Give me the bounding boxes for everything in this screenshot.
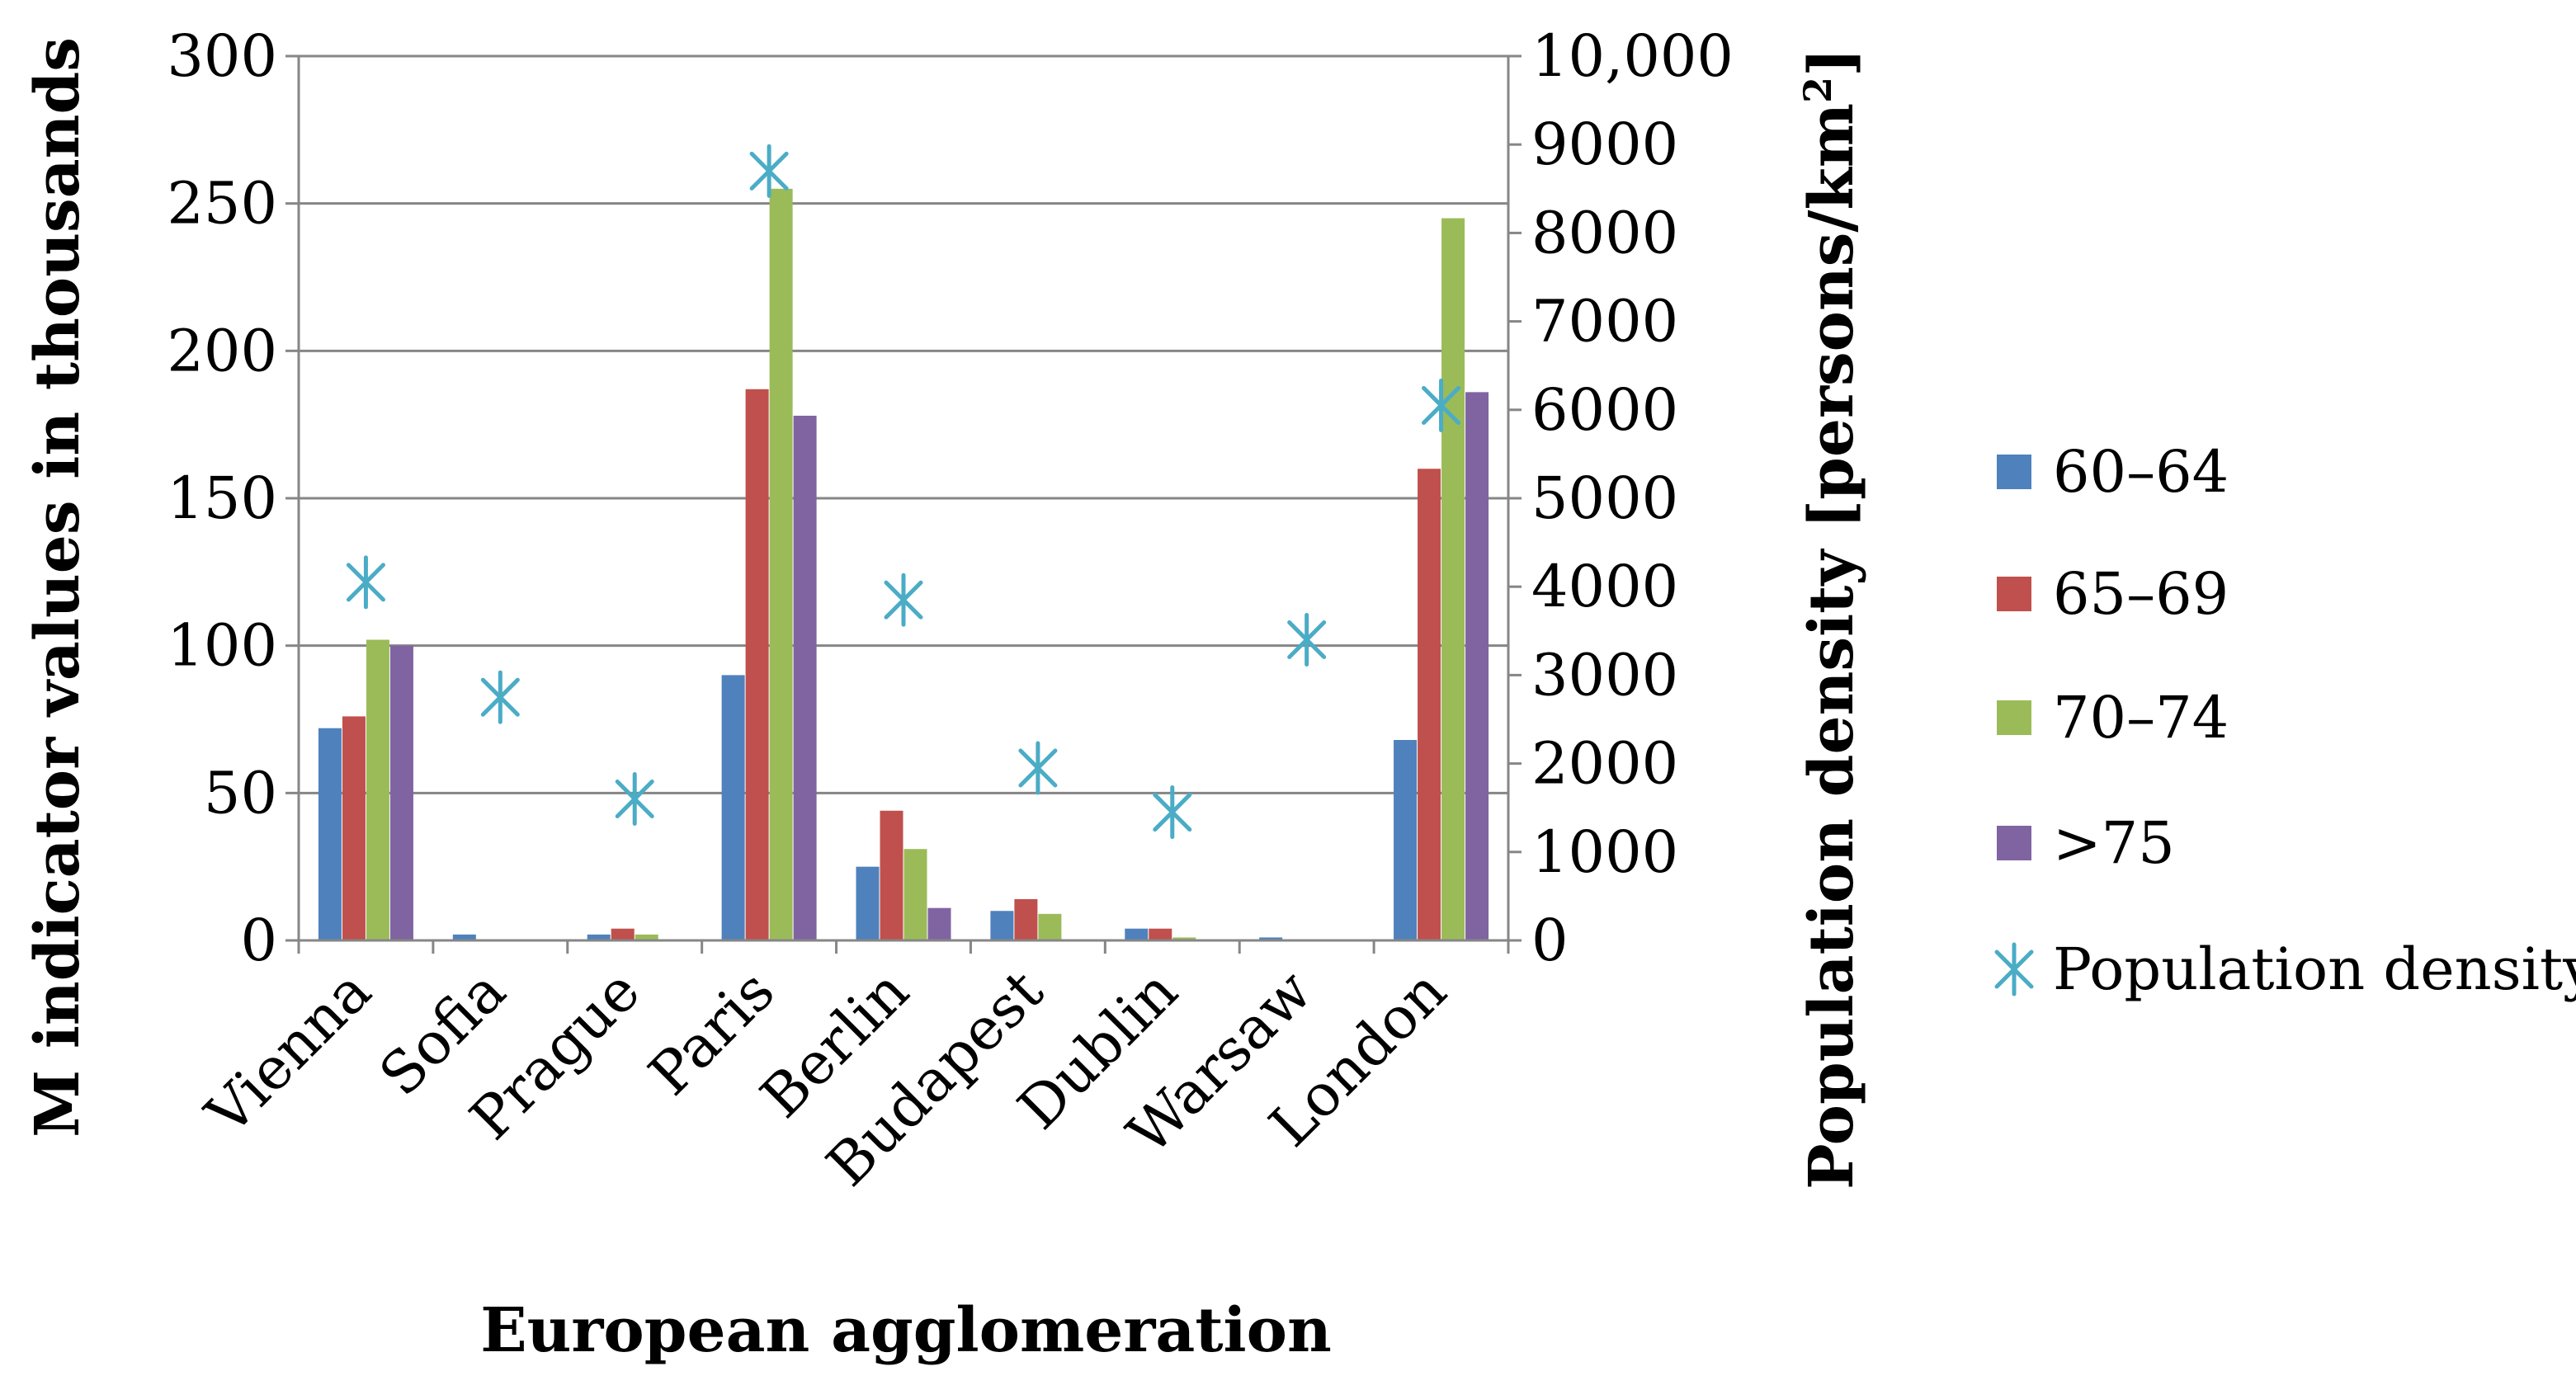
bar xyxy=(769,188,793,941)
legend-marker xyxy=(1994,942,2034,997)
y-tick-label: 150 xyxy=(167,464,277,532)
legend-swatch xyxy=(1997,455,2031,489)
y-tick-label: 300 xyxy=(167,22,277,90)
y2-axis-title: Population density [persons/km2] xyxy=(1795,48,1867,1190)
y2-axis-title-superscript: 2 xyxy=(1795,77,1840,103)
bar xyxy=(793,415,817,940)
legend-label: 65–69 xyxy=(2053,560,2229,628)
y2-tick-label: 3000 xyxy=(1531,641,1678,709)
marker-stroke xyxy=(615,779,654,818)
density-marker xyxy=(749,144,789,198)
density-marker xyxy=(1422,378,1461,432)
bar xyxy=(903,849,927,940)
legend-swatch xyxy=(1997,577,2031,611)
x-axis-title: European agglomeration xyxy=(480,1295,1332,1366)
bar xyxy=(1441,218,1465,940)
y2-tick-label: 0 xyxy=(1531,907,1569,974)
bar xyxy=(1394,740,1418,940)
y2-tick-label: 2000 xyxy=(1531,730,1678,798)
legend-label: 70–74 xyxy=(2053,684,2229,752)
category-label: Vienna xyxy=(193,957,385,1148)
y-tick-label: 50 xyxy=(204,759,277,827)
legend-swatch xyxy=(1997,700,2031,735)
density-marker xyxy=(346,555,385,610)
y2-tick-label: 8000 xyxy=(1531,199,1678,266)
bar xyxy=(1172,937,1196,940)
y2-tick-label: 1000 xyxy=(1531,818,1678,886)
bar xyxy=(611,928,635,940)
y2-tick-label: 10,000 xyxy=(1531,22,1734,90)
bar xyxy=(635,934,658,940)
y-tick-label: 200 xyxy=(167,317,277,384)
density-marker xyxy=(615,771,654,826)
y-tick-label: 100 xyxy=(167,612,277,680)
y2-axis-title-end: ] xyxy=(1796,48,1867,77)
bar xyxy=(1014,898,1038,940)
bar xyxy=(342,716,366,940)
legend-label: Population density xyxy=(2053,935,2576,1003)
y2-axis-title-main: Population density [persons/km xyxy=(1796,103,1867,1190)
axes xyxy=(285,54,1522,954)
marker-stroke xyxy=(480,677,520,717)
density-marker xyxy=(1018,741,1058,795)
bar xyxy=(856,866,880,940)
bar xyxy=(990,911,1014,940)
bar xyxy=(880,810,903,940)
right-axis-tick-labels: 0 1000 2000 3000 4000 5000 6000 7000 8000 9000 10,… xyxy=(1531,22,1734,974)
legend-label: 60–64 xyxy=(2053,438,2229,506)
bar xyxy=(366,639,389,940)
bar xyxy=(1259,937,1283,940)
gridlines xyxy=(299,54,1508,794)
density-marker xyxy=(480,670,520,724)
bar xyxy=(927,907,951,940)
legend-swatch xyxy=(1997,826,2031,860)
marker-stroke xyxy=(749,151,789,191)
density-markers xyxy=(346,144,1461,840)
bar xyxy=(1125,928,1149,940)
y2-tick-label: 9000 xyxy=(1531,111,1678,178)
y2-tick-label: 7000 xyxy=(1531,288,1678,356)
bars xyxy=(318,188,1489,941)
y-tick-label: 0 xyxy=(240,907,277,974)
density-marker xyxy=(884,572,923,627)
bar xyxy=(318,728,342,940)
marker-stroke xyxy=(1994,949,2034,989)
legend: 60–64 65–69 70–74 >75 Population density xyxy=(1994,438,2576,1003)
bar xyxy=(389,645,413,940)
density-marker xyxy=(1287,613,1327,667)
density-marker xyxy=(1153,785,1192,840)
marker-stroke xyxy=(346,563,385,602)
bar xyxy=(1149,928,1172,940)
marker-stroke xyxy=(1018,748,1058,788)
y2-tick-label: 5000 xyxy=(1531,464,1678,532)
y2-tick-label: 6000 xyxy=(1531,376,1678,444)
bar xyxy=(1465,392,1489,940)
category-labels: ViennaSofiaPragueParisBerlinBudapestDubl… xyxy=(193,957,1460,1199)
y2-tick-label: 4000 xyxy=(1531,553,1678,620)
bar xyxy=(452,934,476,940)
y-axis-title: M indicator values in thousands xyxy=(22,37,93,1138)
marker-stroke xyxy=(1153,793,1192,832)
y-tick-label: 250 xyxy=(167,170,277,238)
bar xyxy=(587,934,611,940)
marker-stroke xyxy=(1422,385,1461,425)
bar xyxy=(1418,469,1441,940)
bar xyxy=(1038,913,1062,940)
legend-label: >75 xyxy=(2053,809,2175,877)
left-axis-tick-labels: 0 50 100 150 200 250 300 xyxy=(167,22,277,974)
bar xyxy=(745,389,769,941)
bar xyxy=(721,675,745,940)
marker-stroke xyxy=(884,580,923,620)
marker-stroke xyxy=(1287,620,1327,660)
